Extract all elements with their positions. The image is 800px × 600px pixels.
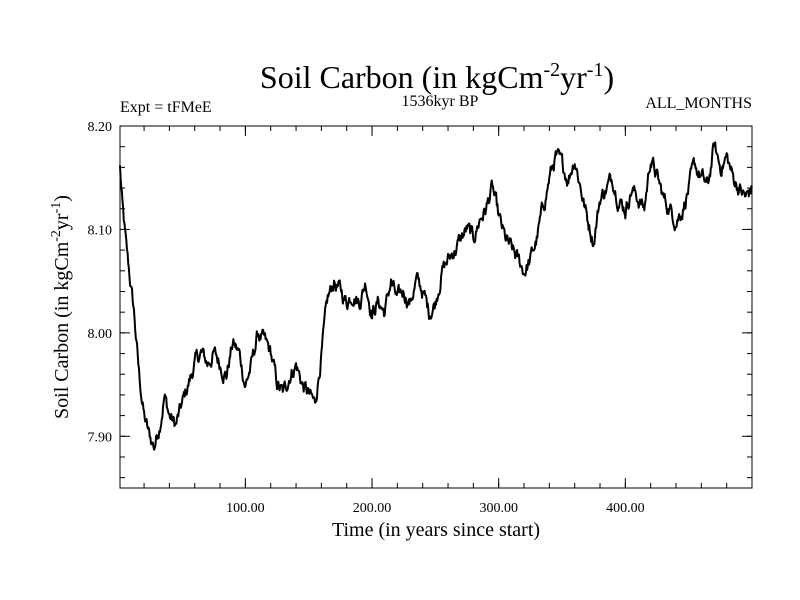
plot-frame	[119, 125, 753, 489]
y-tick-label: 8.00	[88, 327, 113, 342]
x-tick-label: 100.00	[226, 501, 265, 516]
y-axis-label: Soil Carbon (in kgCm-2yr-1)	[49, 195, 73, 419]
x-tick-label: 400.00	[606, 501, 645, 516]
x-tick-label: 200.00	[353, 501, 392, 516]
experiment-label: Expt = tFMeE	[120, 99, 212, 116]
months-label: ALL_MONTHS	[645, 95, 752, 112]
chart-subtitle: 1536kyr BP	[402, 93, 479, 110]
y-tick-label: 8.10	[88, 223, 113, 238]
y-tick-label: 7.90	[88, 430, 113, 445]
y-tick-label: 8.20	[88, 120, 113, 135]
tick-labels: 100.00 200.00 300.00 400.00 7.90 8.00 8.10 8.20	[88, 120, 645, 516]
axis-ticks	[120, 125, 752, 488]
series-line-soil-carbon	[119, 141, 753, 451]
x-axis-label: Time (in years since start)	[332, 519, 540, 541]
chart-title: Soil Carbon (in kgCm-2yr-1)	[260, 59, 614, 95]
x-tick-label: 300.00	[479, 501, 518, 516]
